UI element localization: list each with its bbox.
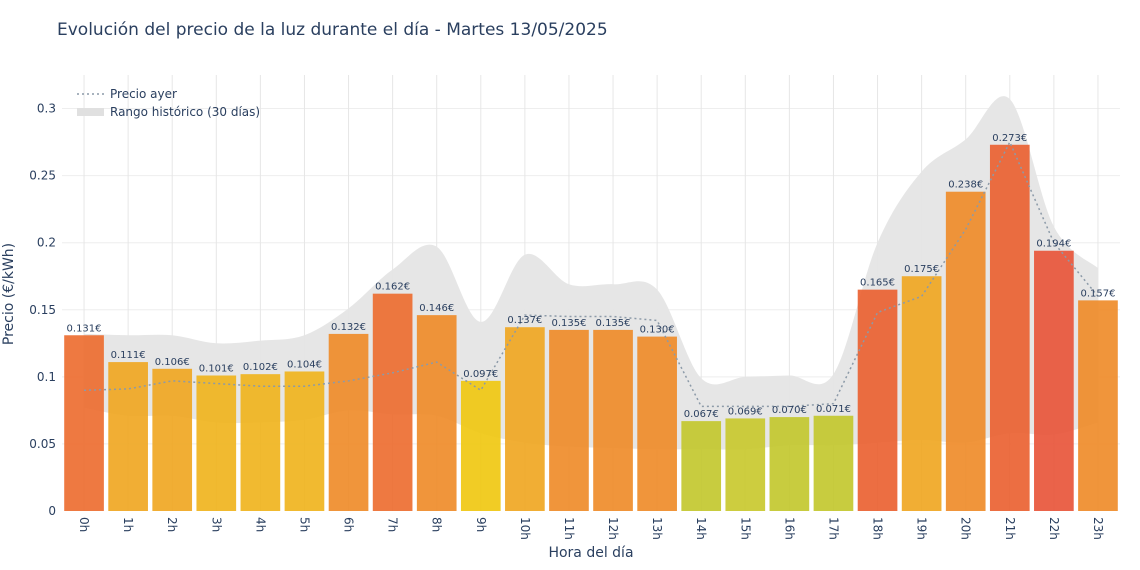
y-tick-label: 0.15 (29, 303, 56, 317)
price-bar-0h (64, 335, 104, 511)
data-labels: 0.131€ 0.111€ 0.106€ 0.101€ 0.102€ 0.104€ 0.13… (67, 133, 1116, 420)
bar-value-label: 0.238€ (948, 180, 983, 191)
bars (64, 144, 1118, 512)
bar-value-label: 0.135€ (596, 318, 631, 329)
x-tick-label: 3h (209, 517, 223, 532)
price-bar-18h (857, 289, 898, 511)
x-tick-label: 20h (959, 517, 973, 540)
y-axis-title: Precio (€/kWh) (1, 243, 17, 345)
chart-title: Evolución del precio de la luz durante e… (57, 20, 608, 40)
bar-value-label: 0.146€ (419, 303, 454, 314)
bar-value-label: 0.135€ (551, 318, 586, 329)
bar-value-label: 0.194€ (1036, 239, 1071, 250)
x-tick-label: 0h (77, 517, 91, 532)
price-bar-22h (1034, 250, 1074, 512)
x-tick-label: 11h (562, 517, 576, 540)
price-bar-8h (416, 315, 457, 511)
price-bar-3h (196, 375, 237, 511)
x-tick-label: 21h (1003, 517, 1017, 540)
y-tick-label: 0.3 (37, 102, 56, 116)
price-bar-1h (108, 362, 148, 511)
x-tick-label: 16h (782, 517, 796, 540)
legend-label-historical: Rango histórico (30 días) (110, 105, 260, 119)
legend-label-yesterday: Precio ayer (110, 87, 177, 101)
x-tick-label: 14h (694, 517, 708, 540)
x-tick-label: 15h (738, 517, 752, 540)
x-tick-label: 10h (518, 517, 532, 540)
y-tick-label: 0 (48, 504, 56, 518)
bar-value-label: 0.137€ (507, 315, 542, 326)
price-bar-2h (152, 368, 193, 511)
y-tick-label: 0.1 (37, 370, 56, 384)
x-tick-label: 6h (342, 517, 356, 532)
legend[interactable]: Precio ayer Rango histórico (30 días) (77, 87, 260, 119)
x-tick-label: 12h (606, 517, 620, 540)
price-bar-16h (769, 417, 810, 511)
x-tick-label: 8h (430, 517, 444, 532)
y-tick-label: 0.05 (29, 437, 56, 451)
bar-value-label: 0.069€ (728, 406, 763, 417)
bar-value-label: 0.175€ (904, 264, 939, 275)
bar-value-label: 0.165€ (860, 278, 895, 289)
price-bar-13h (637, 336, 677, 511)
price-bar-17h (813, 415, 854, 511)
price-bar-21h (989, 144, 1030, 511)
price-bar-14h (681, 421, 722, 511)
price-bar-5h (284, 371, 325, 511)
price-bar-15h (725, 418, 766, 511)
bar-value-label: 0.071€ (816, 404, 851, 415)
bar-value-label: 0.070€ (772, 405, 807, 416)
bar-value-label: 0.132€ (331, 322, 366, 333)
legend-swatch-historical (77, 108, 104, 116)
x-tick-label: 5h (297, 517, 311, 532)
x-tick-label: 18h (871, 517, 885, 540)
price-bar-9h (460, 380, 501, 511)
yesterday-price-line (84, 140, 1099, 408)
bar-value-label: 0.157€ (1080, 288, 1115, 299)
bar-value-label: 0.097€ (463, 369, 498, 380)
x-tick-label: 1h (121, 517, 135, 532)
x-tick-label: 9h (474, 517, 488, 532)
bar-value-label: 0.131€ (67, 323, 102, 334)
y-tick-label: 0.25 (29, 169, 56, 183)
bar-value-label: 0.106€ (155, 357, 190, 368)
x-axis-title: Hora del día (548, 545, 633, 561)
y-tick-label: 0.2 (37, 236, 56, 250)
bar-value-label: 0.130€ (640, 325, 675, 336)
price-bar-12h (593, 329, 633, 511)
x-tick-label: 7h (386, 517, 400, 532)
x-tick-label: 23h (1091, 517, 1105, 540)
bar-value-label: 0.067€ (684, 409, 719, 420)
price-bar-7h (372, 293, 413, 511)
x-tick-label: 17h (826, 517, 840, 540)
price-bar-10h (505, 327, 545, 511)
price-bar-23h (1078, 300, 1118, 511)
bar-value-label: 0.162€ (375, 282, 410, 293)
bar-value-label: 0.111€ (111, 350, 146, 361)
x-tick-label: 19h (915, 517, 929, 540)
price-bar-20h (945, 191, 986, 511)
x-tick-label: 4h (253, 517, 267, 532)
price-bar-6h (328, 333, 369, 511)
yesterday-price-polyline (84, 140, 1099, 408)
bar-value-label: 0.101€ (199, 364, 234, 375)
price-bar-4h (240, 374, 281, 511)
price-bar-11h (549, 329, 589, 511)
x-tick-label: 2h (165, 517, 179, 532)
x-tick-label: 22h (1047, 517, 1061, 540)
price-bar-19h (901, 276, 942, 511)
bar-value-label: 0.104€ (287, 359, 322, 370)
bar-value-label: 0.273€ (992, 133, 1027, 144)
x-tick-label: 13h (650, 517, 664, 540)
axes: 0 0.05 0.1 0.15 0.2 0.25 0.3 0h 1h 2h 3h 4h 5h 6h 7h 8h… (29, 102, 1105, 540)
bar-value-label: 0.102€ (243, 362, 278, 373)
